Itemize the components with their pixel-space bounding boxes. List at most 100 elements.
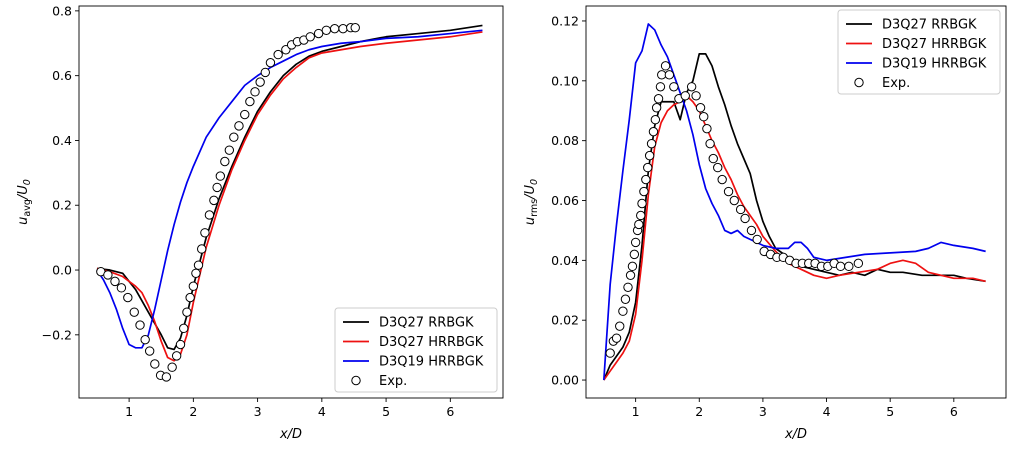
exp-point [212,182,222,193]
x-axis-label: x/D [279,427,302,442]
exp-point [305,32,315,42]
exp-point [605,348,615,358]
x-tick-label: 6 [950,404,958,419]
x-tick-label: 5 [886,404,894,419]
exp-point [255,77,265,87]
x-tick-label: 6 [446,404,454,419]
legend: D3Q27 RRBGK D3Q27 HRRBGK D3Q19 HRRBGK Exp. [334,307,498,393]
exp-point [623,282,633,292]
exp-point [618,306,628,316]
x-tick-label: 3 [759,404,767,419]
exp-point [650,115,661,125]
exp-point [735,204,746,215]
legend-label: D3Q27 RRBGK [882,18,977,33]
exp-point [171,351,182,361]
series-line-1 [603,94,986,381]
exp-point [191,268,201,278]
exp-point [669,82,679,92]
exp-point [188,281,199,291]
legend: D3Q27 RRBGK D3Q27 HRRBGK D3Q19 HRRBGK Exp. [837,9,1001,95]
exp-point [234,121,244,131]
exp-point [752,234,762,245]
exp-point [144,346,155,356]
exp-point [615,321,625,331]
exp-point [644,150,655,161]
y-tick-label: 0.00 [551,373,579,388]
legend-swatch [351,375,361,386]
y-tick-label: 0.2 [52,198,72,213]
x-axis-label: x/D [784,427,807,442]
exp-point [740,213,750,224]
exp-point [844,261,854,272]
x-tick-label: 1 [632,404,640,419]
exp-point [265,57,276,68]
exp-point [175,339,186,350]
legend-box [837,9,1001,95]
exp-point [150,359,160,369]
x-tick-label: 3 [254,404,262,419]
exp-point [204,210,215,220]
exp-point [630,237,641,248]
exp-point [250,87,260,97]
legend-label: D3Q19 HRRBGK [882,57,987,72]
exp-point [185,292,195,303]
exp-point [116,283,127,293]
x-tick-label: 5 [382,404,390,419]
axes-frame [585,5,1007,399]
exp-point [313,28,324,39]
y-tick-label: 0.10 [551,73,579,88]
legend-box [334,307,498,393]
series-line-2 [602,23,986,381]
exp-point [664,70,675,80]
y-tick-label: 0.0 [52,263,72,278]
exp-point [629,249,640,260]
exp-point [639,186,649,197]
legend-label: D3Q19 HRRBGK [379,355,484,370]
y-tick-label: 0.06 [551,193,579,208]
series-line-2 [96,29,483,349]
y-axis-label: uavg/U0 [16,179,33,225]
exp-point [680,91,690,101]
y-tick-label: 0.04 [551,253,579,268]
exp-point [350,23,360,33]
series-line-1 [96,31,483,362]
y-axis-label: urms/U0 [523,179,540,225]
y-tick-label: 0.8 [52,3,72,18]
exp-point [729,195,739,206]
exp-point [627,261,638,272]
exp-point [161,372,172,382]
y-tick-label: 0.6 [52,68,72,83]
exp-point [660,61,671,71]
legend-label: D3Q27 RRBGK [379,316,474,331]
exp-point [643,162,653,173]
exp-point [110,276,120,287]
x-tick-label: 1 [125,404,133,419]
exp-point [224,145,235,155]
exp-point [708,153,718,164]
exp-point [140,334,150,345]
axes-frame [78,5,504,399]
exp-point [273,49,283,60]
legend-label: D3Q27 HRRBGK [882,37,987,52]
exp-point [167,362,177,372]
exp-point [620,294,631,304]
exp-point [123,292,133,303]
exp-point [641,174,651,185]
exp-point [135,320,145,330]
exp-point [853,258,864,269]
chart-u-avg: 1 2 3 4 5 6 −0.2 0.0 0.2 0.4 0.6 0.8 x/D uavg/U0 D3Q27… [16,3,504,442]
y-tick-label: −0.2 [42,327,72,342]
exp-point [637,198,647,209]
series-line-0 [603,53,986,381]
exp-point [686,82,697,92]
exp-point [634,219,644,230]
exp-point [329,23,340,34]
x-tick-label: 4 [823,404,831,419]
exp-point [699,112,709,122]
exp-point [220,156,230,167]
exp-point [260,67,270,78]
exp-point [338,23,348,34]
exp-point [717,174,727,185]
x-tick-label: 2 [695,404,703,419]
